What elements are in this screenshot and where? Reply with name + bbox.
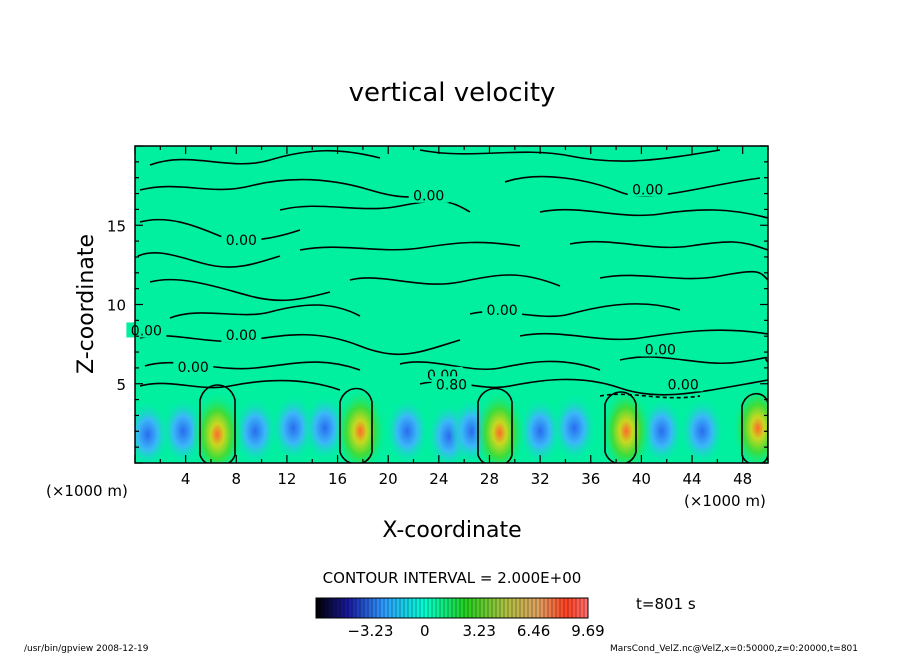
colorbar-tick-label: −3.23 (347, 622, 393, 640)
contour-label: 0.00 (226, 328, 257, 344)
x-tick-label: 40 (632, 470, 651, 488)
contour-line (139, 218, 301, 242)
contour-label-bg (126, 322, 167, 338)
contour-line (349, 274, 561, 287)
contour-label: 0.00 (487, 303, 518, 319)
contour-label-bg (173, 358, 214, 374)
contour-line (519, 329, 768, 341)
updraft-core (191, 390, 244, 463)
colorbar-tick-label: 0 (420, 622, 430, 640)
contour-line (339, 387, 373, 463)
y-axis-label: Z-coordinate (74, 234, 99, 374)
x-tick-label: 44 (682, 470, 701, 488)
contour-label: 0.00 (632, 182, 663, 198)
contour-line (169, 304, 361, 319)
footer-left: /usr/bin/gpview 2008-12-19 (24, 644, 149, 654)
contour-label: 0.00 (645, 342, 676, 358)
downdraft-core (135, 400, 170, 463)
contour-line (399, 360, 601, 371)
contour-label-bg (482, 301, 523, 317)
downdraft-core (233, 397, 278, 463)
contour-line (599, 270, 768, 281)
contour-label-bg (640, 341, 681, 357)
colorbar-stripes (315, 598, 589, 618)
contour-label-bg (627, 181, 668, 197)
downdraft-core (385, 397, 430, 463)
x-tick-label: 36 (581, 470, 600, 488)
downdraft-core (639, 397, 684, 463)
downdraft-core (271, 394, 316, 463)
time-label: t=801 s (636, 595, 696, 613)
contour-line (539, 208, 768, 219)
contour-line (569, 240, 768, 251)
contour-line (741, 392, 768, 463)
contour-line (504, 175, 761, 197)
contour-line (419, 149, 721, 162)
contour-lines (137, 149, 768, 463)
contour-label: 0.00 (178, 360, 209, 376)
contour-line (279, 200, 471, 213)
x-tick-label: 24 (429, 470, 448, 488)
contour-label: 0.80 (436, 377, 467, 393)
colorbar-tick-label: 9.69 (571, 622, 604, 640)
x-tick-label: 8 (232, 470, 242, 488)
contour-label-bg (221, 327, 262, 343)
contour-interval: CONTOUR INTERVAL = 2.000E+00 (323, 569, 582, 587)
y-tick-labels: 5 10 15 (107, 217, 126, 394)
x-tick-label: 20 (379, 470, 398, 488)
contour-line (137, 252, 281, 268)
footer-right: MarsCond_VelZ.nc@VelZ,x=0:50000,z=0:2000… (610, 644, 858, 654)
x-tick-label: 4 (181, 470, 191, 488)
updraft-core (334, 387, 387, 463)
x-tick-label: 28 (480, 470, 499, 488)
updraft-core (600, 387, 653, 463)
colorbar (315, 597, 589, 619)
x-unit-left: (×1000 m) (46, 482, 128, 500)
axis-ticks (134, 145, 769, 464)
contour-line (139, 333, 461, 356)
downdraft-core (552, 394, 597, 463)
contour-line (604, 391, 637, 463)
colorbar-tick-labels: −3.23 0 3.23 6.46 9.69 (347, 622, 604, 640)
contour-label: 0.00 (413, 189, 444, 205)
contour-line (139, 379, 341, 391)
velocity-field (135, 384, 768, 463)
contour-labels: 0.00 0.00 0.00 0.00 0.00 0.00 0.00 0.00 0.00 0.80… (126, 181, 704, 393)
contour-line (139, 178, 441, 198)
downdraft-core (518, 397, 563, 463)
contour-label-bg (663, 376, 704, 392)
contour-line (599, 393, 701, 399)
contour-line (619, 356, 768, 365)
x-unit-right: (×1000 m) (684, 492, 766, 510)
x-tick-label: 48 (733, 470, 752, 488)
contour-label-bg (221, 232, 262, 248)
x-axis-label: X-coordinate (382, 518, 521, 543)
x-tick-label: 16 (328, 470, 347, 488)
chart-title: vertical velocity (349, 78, 556, 108)
x-tick-label: 12 (277, 470, 296, 488)
colorbar-tick-label: 3.23 (462, 622, 495, 640)
x-tick-labels: 4 8 12 16 20 24 28 32 36 40 44 48 (181, 470, 752, 488)
y-tick-label: 10 (107, 297, 126, 315)
contour-label-bg (431, 376, 472, 392)
y-tick-label: 15 (107, 217, 126, 235)
contour-label: 0.00 (226, 233, 257, 249)
y-tick-label: 5 (116, 376, 126, 394)
contour-label: 0.00 (131, 323, 162, 339)
x-tick-label: 32 (531, 470, 550, 488)
contour-label-bg (408, 187, 449, 203)
updraft-core (731, 384, 768, 463)
contour-line (299, 241, 521, 251)
contour-line (149, 278, 331, 302)
colorbar-tick-label: 6.46 (517, 622, 550, 640)
contour-line (149, 149, 381, 166)
contour-label: 0.00 (668, 377, 699, 393)
downdraft-core (680, 397, 725, 463)
